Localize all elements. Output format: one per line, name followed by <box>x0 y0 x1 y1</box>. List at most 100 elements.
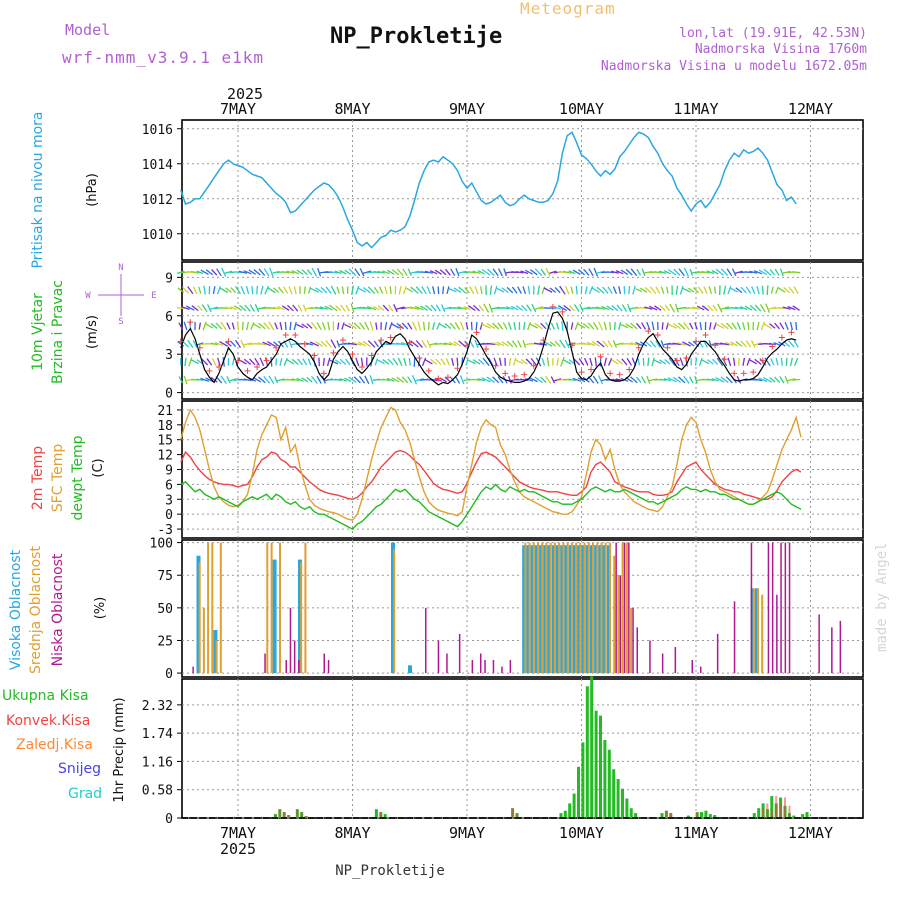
wind-ylabel-title: 10m Vjetar <box>30 293 46 371</box>
wind-arrow <box>727 357 732 367</box>
wind-arrow <box>497 268 503 277</box>
cloud-mid-bar <box>596 542 599 674</box>
wind-arrow <box>362 270 372 275</box>
precip-conv-bar <box>775 796 778 818</box>
pressure-ytick-label: 1014 <box>142 158 173 173</box>
wind-arrow <box>615 270 624 275</box>
wind-arrow <box>441 304 446 312</box>
gust-marker <box>473 329 480 336</box>
wind-arrow <box>210 342 219 346</box>
wind-arrow <box>430 358 438 365</box>
cloud-mid-bar <box>532 542 535 674</box>
wind-arrow <box>487 268 495 276</box>
cloud-mid-bar <box>562 542 565 674</box>
station-title: NP_Prokletije <box>330 24 502 49</box>
cloud-high-bar <box>196 555 201 674</box>
precip-ytick-label: 1.74 <box>142 727 173 742</box>
precip-total-bar <box>585 686 589 818</box>
wind-arrow <box>359 322 366 330</box>
wind-arrow <box>288 286 293 295</box>
wind-arrow <box>246 321 250 331</box>
wind-arrow <box>749 304 757 312</box>
wind-arrow <box>212 286 216 295</box>
wind-arrow <box>249 358 256 366</box>
wind-arrow <box>706 359 714 365</box>
cloud-high-bar <box>602 545 607 674</box>
wind-arrow <box>436 322 441 330</box>
cloud-mid-bar <box>207 542 210 674</box>
compass-s: S <box>118 317 123 327</box>
gust-marker <box>339 337 346 344</box>
cloud-low-bar <box>264 653 266 674</box>
wind-arrow <box>281 305 290 311</box>
wind-arrow <box>701 270 710 274</box>
wind-arrow <box>220 375 227 385</box>
wind-arrow <box>220 321 227 331</box>
wind-arrow <box>520 270 529 275</box>
cloud-high-bar <box>534 545 539 674</box>
wind-ylabel-title2: Brzina i Pravac <box>50 280 66 384</box>
wind-arrow <box>779 322 785 330</box>
wind-arrow <box>458 286 467 294</box>
clouds-ytick-label: 50 <box>157 602 173 617</box>
precip-total-bar <box>752 813 756 818</box>
wind-arrow <box>655 286 661 295</box>
gust-marker <box>664 344 671 351</box>
wind-arrow <box>348 376 357 384</box>
wind-frame <box>181 261 864 400</box>
wind-arrow <box>240 339 246 349</box>
wind-arrow <box>635 341 643 346</box>
wind-arrow <box>205 269 214 276</box>
wind-arrow <box>200 269 209 275</box>
precip-conv-bar <box>516 813 518 818</box>
wind-arrow <box>258 322 266 330</box>
cloud-mid-bar <box>393 549 396 674</box>
gust-marker <box>568 342 575 349</box>
wind-arrow <box>243 342 252 346</box>
cloud-low-bar <box>661 653 664 674</box>
wind-arrow <box>689 376 694 384</box>
wind-arrow <box>682 287 691 293</box>
wind-arrow <box>602 340 609 348</box>
wind-arrow <box>501 306 510 310</box>
wind-arrow <box>640 376 647 384</box>
wind-arrow <box>210 306 219 310</box>
wind-arrow <box>226 376 231 384</box>
wind-arrow <box>219 341 229 347</box>
wind-arrow <box>540 268 547 276</box>
wind-arrow <box>560 356 565 367</box>
wind-arrow <box>444 323 452 329</box>
wind-arrow <box>486 342 496 346</box>
wind-arrow <box>540 376 547 383</box>
precip-frame <box>181 678 864 819</box>
wind-arrow <box>784 375 789 384</box>
wind-arrow <box>709 322 712 330</box>
cloud-low-bar <box>649 640 651 674</box>
cloud-low-bar <box>192 666 194 674</box>
cloud-mid-bar <box>617 575 620 674</box>
wind-arrow <box>716 357 724 367</box>
gust-marker <box>731 370 738 377</box>
precip-total-bar <box>634 813 638 818</box>
bottom-day-label: 9MAY <box>449 824 485 842</box>
cloud-mid-bar <box>752 588 755 674</box>
wind-arrow <box>636 376 642 383</box>
wind-arrow <box>666 286 669 294</box>
wind-arrow <box>275 358 278 366</box>
cloud-high-bar <box>564 545 569 674</box>
precip-ytick-label: 1.16 <box>142 755 173 770</box>
cloud-low-bar <box>509 660 512 673</box>
gust-marker <box>530 362 537 369</box>
cloud-low-bar <box>327 660 330 673</box>
precip-total-bar <box>713 815 717 818</box>
cloud-high-bar <box>522 545 527 674</box>
wind-arrow <box>219 287 229 294</box>
wind-arrow <box>501 341 509 347</box>
precip-total-bar <box>770 796 774 818</box>
wind-arrow <box>458 340 467 348</box>
wind-arrow <box>569 304 575 312</box>
temperature-ytick-label: 9 <box>165 464 173 479</box>
wind-arrow <box>674 303 680 313</box>
wind-arrow <box>450 268 456 277</box>
legend-frozen-rain: Zaledj.Kisa <box>16 737 93 753</box>
